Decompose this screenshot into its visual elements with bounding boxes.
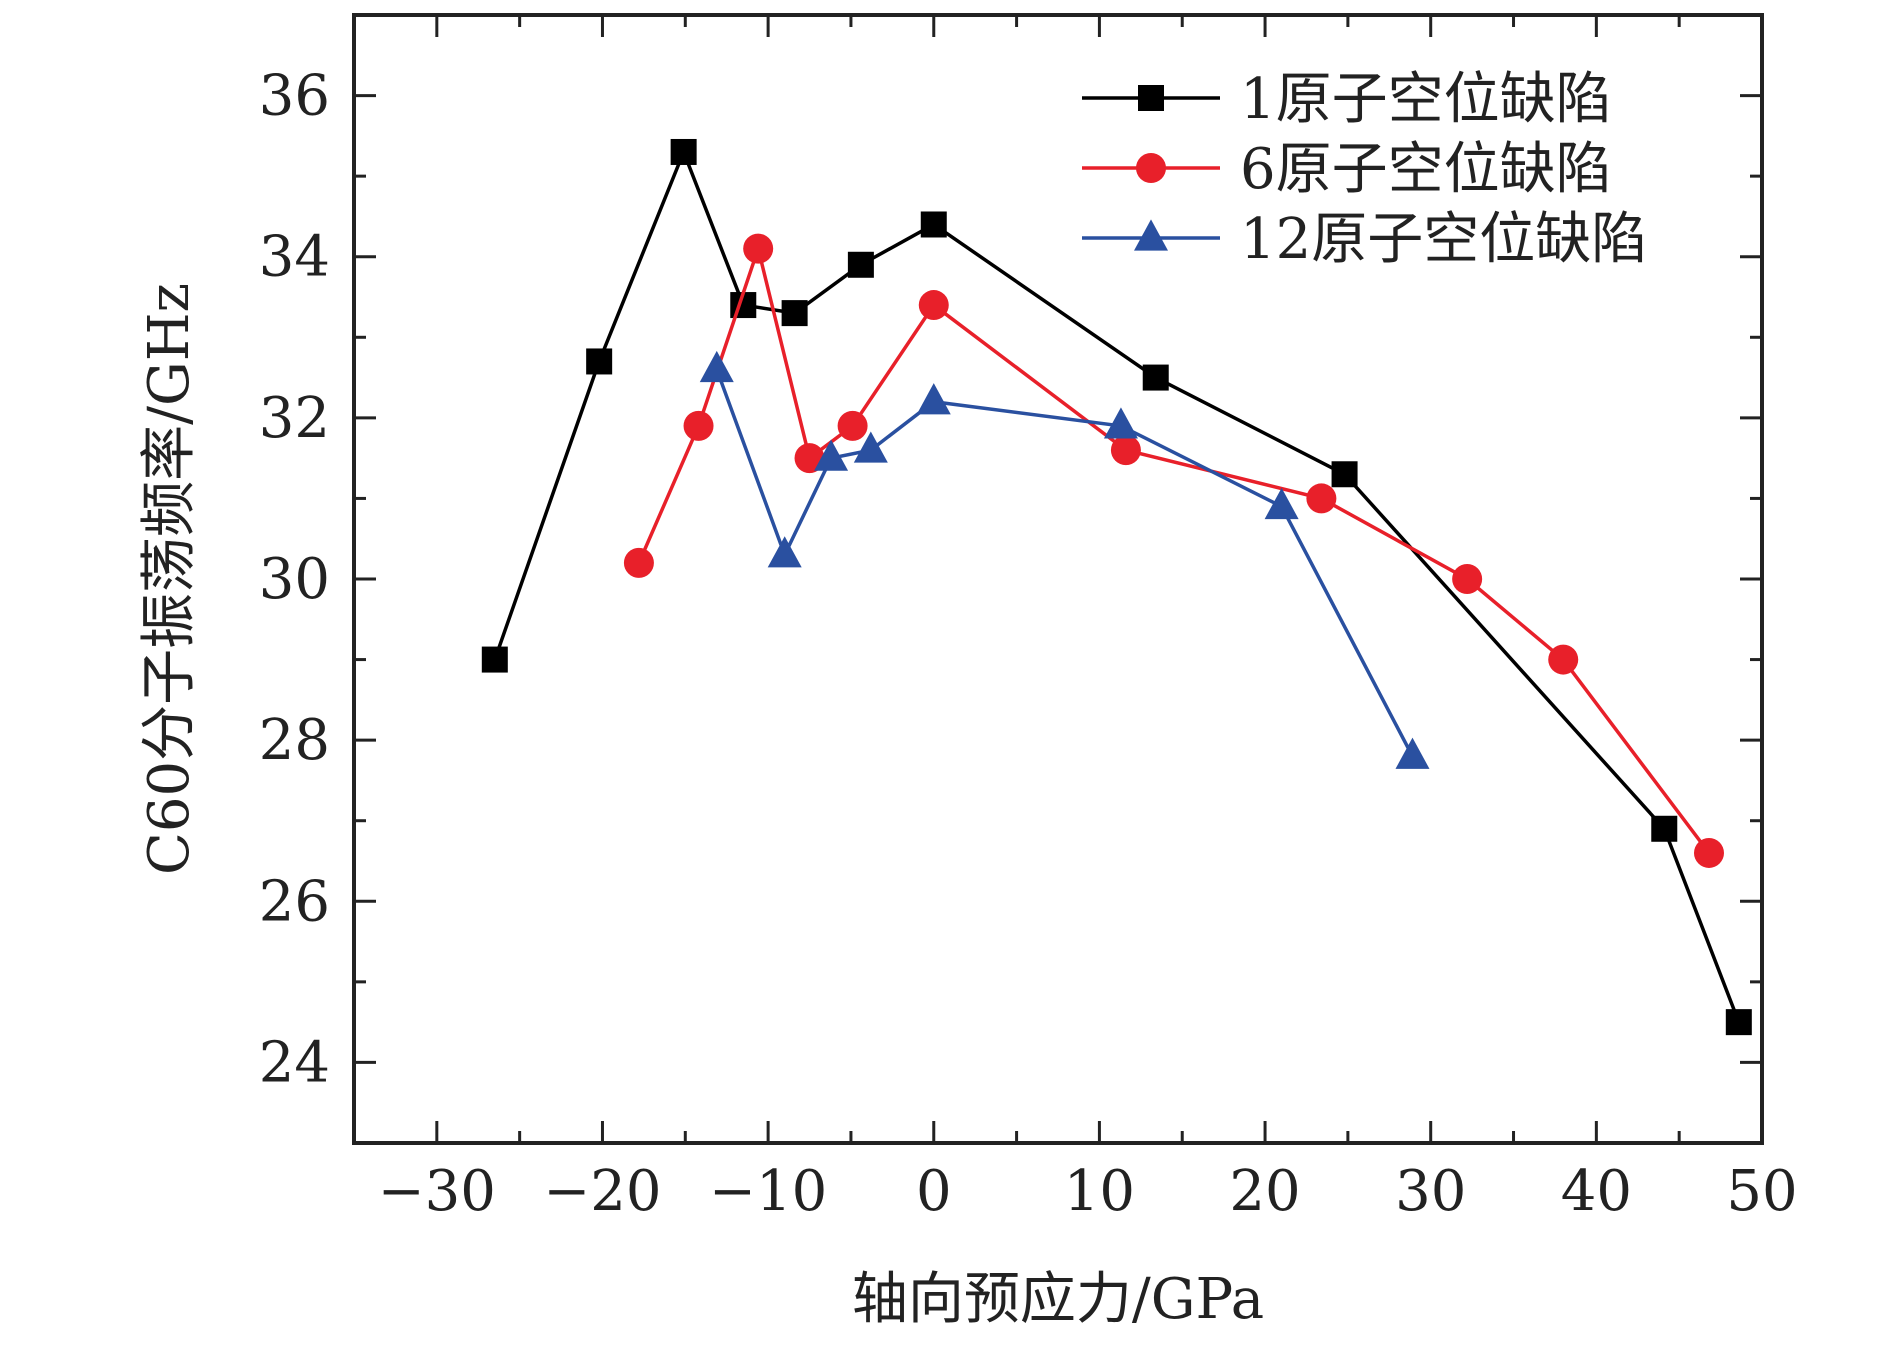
legend-label: 6原子空位缺陷 [1240, 137, 1612, 202]
legend-item: 6原子空位缺陷 [1082, 137, 1612, 202]
data-point [837, 410, 868, 441]
series-3 [699, 350, 1430, 769]
series-2 [623, 233, 1724, 868]
data-point [1103, 407, 1138, 439]
series-layer [481, 138, 1752, 1036]
x-tick-label: 30 [1395, 1159, 1466, 1224]
y-tick-label: 36 [259, 64, 330, 129]
legend-marker [1136, 153, 1166, 183]
x-tick-label: −30 [378, 1159, 496, 1224]
y-tick-label: 34 [259, 225, 330, 290]
legend-marker [1134, 219, 1168, 251]
legend-item: 1原子空位缺陷 [1082, 67, 1612, 132]
data-point [918, 290, 949, 321]
ticks-layer: −30 −20 −10 0 10 20 30 40 50 24 26 28 30 32 34 36 [259, 13, 1798, 1224]
data-point [920, 211, 947, 238]
data-point [1395, 737, 1430, 769]
data-point [670, 138, 697, 165]
legend-item: 12原子空位缺陷 [1082, 207, 1647, 272]
y-axis-title: C60分子振荡频率/GHz [137, 283, 202, 875]
data-point [683, 410, 714, 441]
data-point [814, 439, 849, 471]
data-point [481, 646, 508, 673]
data-point [1725, 1009, 1752, 1036]
data-point [1331, 461, 1358, 488]
y-tick-label: 30 [259, 547, 330, 612]
data-point [781, 300, 808, 327]
series-line [715, 368, 1415, 758]
data-point [1452, 564, 1483, 594]
y-tick-label: 24 [259, 1030, 330, 1095]
y-tick-label: 32 [259, 386, 330, 451]
data-point [1651, 815, 1678, 842]
x-tick-label: 0 [916, 1159, 952, 1224]
data-point [853, 431, 888, 463]
data-point [1142, 364, 1169, 391]
data-point [699, 350, 734, 383]
x-tick-label: 50 [1726, 1159, 1797, 1224]
x-tick-label: −20 [543, 1159, 661, 1224]
y-tick-label: 28 [259, 708, 330, 773]
data-point [1264, 487, 1299, 520]
x-tick-label: −10 [709, 1159, 827, 1224]
x-tick-label: 40 [1561, 1159, 1632, 1224]
legend-label: 12原子空位缺陷 [1240, 207, 1647, 272]
x-axis-title: 轴向预应力/GPa [852, 1267, 1264, 1332]
data-point [1306, 483, 1337, 514]
legend-label: 1原子空位缺陷 [1240, 67, 1612, 132]
data-point [743, 233, 774, 264]
y-tick-label: 26 [259, 869, 330, 934]
legend-marker [1138, 85, 1164, 111]
data-point [1548, 644, 1579, 675]
data-point [623, 547, 654, 578]
data-point [847, 251, 874, 278]
data-point [916, 383, 951, 415]
data-point [767, 536, 802, 568]
x-tick-label: 20 [1229, 1159, 1300, 1224]
series-1 [481, 138, 1752, 1036]
data-point [586, 348, 613, 375]
x-tick-label: 10 [1064, 1159, 1135, 1224]
data-point [1693, 837, 1724, 868]
data-point [1110, 435, 1141, 466]
